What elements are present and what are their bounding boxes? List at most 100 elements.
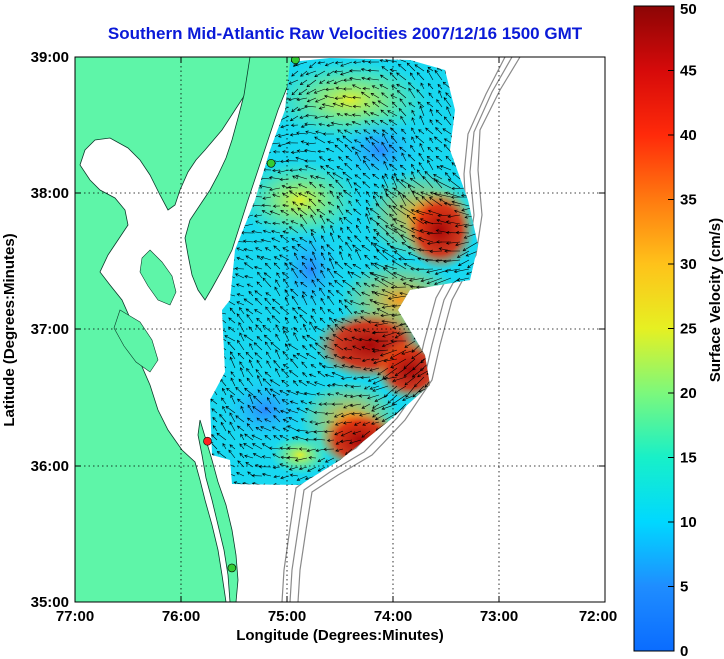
velocity-arrow bbox=[372, 300, 389, 306]
velocity-arrow bbox=[237, 339, 245, 351]
velocity-arrow bbox=[411, 127, 416, 135]
velocity-arrow bbox=[273, 245, 281, 252]
velocity-arrow bbox=[365, 137, 371, 144]
velocity-arrow bbox=[212, 425, 218, 432]
velocity-arrow bbox=[273, 262, 281, 270]
velocity-arrow bbox=[371, 349, 389, 353]
velocity-arrow bbox=[306, 334, 317, 342]
velocity-arrow bbox=[334, 261, 344, 270]
velocity-arrow bbox=[239, 332, 245, 342]
velocity-arrow bbox=[381, 141, 389, 153]
velocity-arrow bbox=[424, 170, 434, 180]
velocity-arrow bbox=[361, 430, 371, 438]
velocity-arrow bbox=[328, 210, 335, 216]
velocity-arrow bbox=[333, 270, 344, 279]
velocity-arrow bbox=[261, 472, 272, 477]
velocity-arrow bbox=[319, 156, 326, 162]
velocity-arrow bbox=[372, 385, 389, 392]
land-peninsula-mid bbox=[113, 309, 159, 373]
velocity-arrow bbox=[337, 235, 344, 243]
velocity-arrow bbox=[262, 324, 272, 333]
velocity-arrow bbox=[292, 175, 299, 180]
velocity-arrow bbox=[236, 472, 245, 477]
velocity-arrow bbox=[240, 433, 245, 441]
velocity-arrow bbox=[331, 402, 344, 406]
velocity-arrow bbox=[435, 155, 443, 162]
velocity-arrow bbox=[363, 385, 371, 390]
velocity-arrow bbox=[324, 412, 335, 416]
velocity-arrow bbox=[227, 430, 236, 441]
velocity-arrow bbox=[324, 373, 335, 378]
velocity-arrow bbox=[229, 421, 236, 432]
velocity-arrow bbox=[309, 420, 316, 424]
velocity-arrow bbox=[211, 408, 218, 414]
velocity-arrow bbox=[256, 359, 263, 369]
velocity-arrow bbox=[261, 455, 272, 459]
velocity-arrow bbox=[307, 205, 317, 216]
velocity-arrow bbox=[252, 406, 263, 414]
velocity-arrow bbox=[381, 331, 398, 338]
velocity-arrow bbox=[254, 352, 263, 360]
velocity-arrow bbox=[244, 387, 254, 396]
velocity-arrow bbox=[381, 289, 398, 297]
velocity-arrow bbox=[222, 387, 227, 396]
velocity-arrow bbox=[417, 257, 434, 261]
velocity-arrow bbox=[327, 295, 335, 306]
velocity-arrow bbox=[384, 173, 389, 180]
velocity-arrow bbox=[388, 119, 398, 126]
velocity-arrow bbox=[243, 248, 254, 252]
lat-lon-grid bbox=[75, 57, 605, 602]
velocity-arrow bbox=[342, 87, 352, 91]
velocity-arrow bbox=[332, 102, 344, 108]
velocity-arrow bbox=[289, 133, 299, 137]
velocity-arrow bbox=[359, 412, 371, 417]
velocity-arrow bbox=[282, 247, 290, 252]
velocity-arrow bbox=[457, 259, 470, 266]
velocity-arrow bbox=[287, 141, 299, 145]
velocity-arrow bbox=[400, 277, 416, 281]
velocity-arrow bbox=[309, 175, 317, 180]
velocity-arrow bbox=[228, 449, 236, 459]
velocity-arrow bbox=[438, 90, 443, 99]
velocity-arrow bbox=[362, 172, 371, 180]
velocity-arrow bbox=[266, 360, 272, 369]
velocity-arrow bbox=[362, 181, 371, 189]
velocity-arrow bbox=[262, 277, 272, 288]
velocity-arrow bbox=[363, 110, 371, 117]
velocity-arrow bbox=[374, 412, 389, 420]
velocity-arrow bbox=[342, 171, 353, 180]
velocity-arrow bbox=[362, 421, 371, 426]
velocity-arrow bbox=[364, 103, 371, 108]
velocity-arrow bbox=[255, 324, 263, 333]
velocity-arrow bbox=[283, 329, 290, 342]
velocity-arrow bbox=[299, 115, 308, 119]
velocity-arrow bbox=[310, 295, 317, 306]
velocity-arrow bbox=[252, 453, 263, 459]
velocity-arrow bbox=[271, 237, 281, 243]
velocity-arrow bbox=[228, 317, 236, 324]
velocity-arrow bbox=[286, 446, 299, 450]
y-tick-label: 39:00 bbox=[31, 49, 69, 66]
velocity-arrow bbox=[303, 323, 308, 333]
velocity-arrow bbox=[351, 146, 362, 153]
velocity-arrow bbox=[353, 421, 362, 426]
velocity-arrow bbox=[327, 324, 335, 333]
velocity-arrow bbox=[361, 358, 371, 363]
velocity-arrow bbox=[416, 72, 425, 81]
velocity-arrow bbox=[402, 282, 416, 288]
velocity-arrow bbox=[273, 474, 281, 479]
velocity-arrow bbox=[256, 255, 263, 261]
velocity-arrow bbox=[360, 375, 371, 380]
velocity-arrow bbox=[401, 152, 407, 162]
velocity-arrow bbox=[390, 127, 398, 135]
velocity-arrow bbox=[365, 236, 371, 243]
y-tick-label: 36:00 bbox=[31, 458, 69, 475]
velocity-arrow bbox=[287, 185, 299, 190]
velocity-arrow bbox=[377, 367, 389, 376]
velocity-arrow bbox=[312, 251, 317, 261]
velocity-arrow bbox=[372, 173, 380, 180]
velocity-arrow bbox=[305, 430, 317, 434]
velocity-arrow bbox=[229, 356, 236, 369]
velocity-arrow bbox=[393, 251, 407, 261]
velocity-arrow bbox=[374, 322, 389, 327]
